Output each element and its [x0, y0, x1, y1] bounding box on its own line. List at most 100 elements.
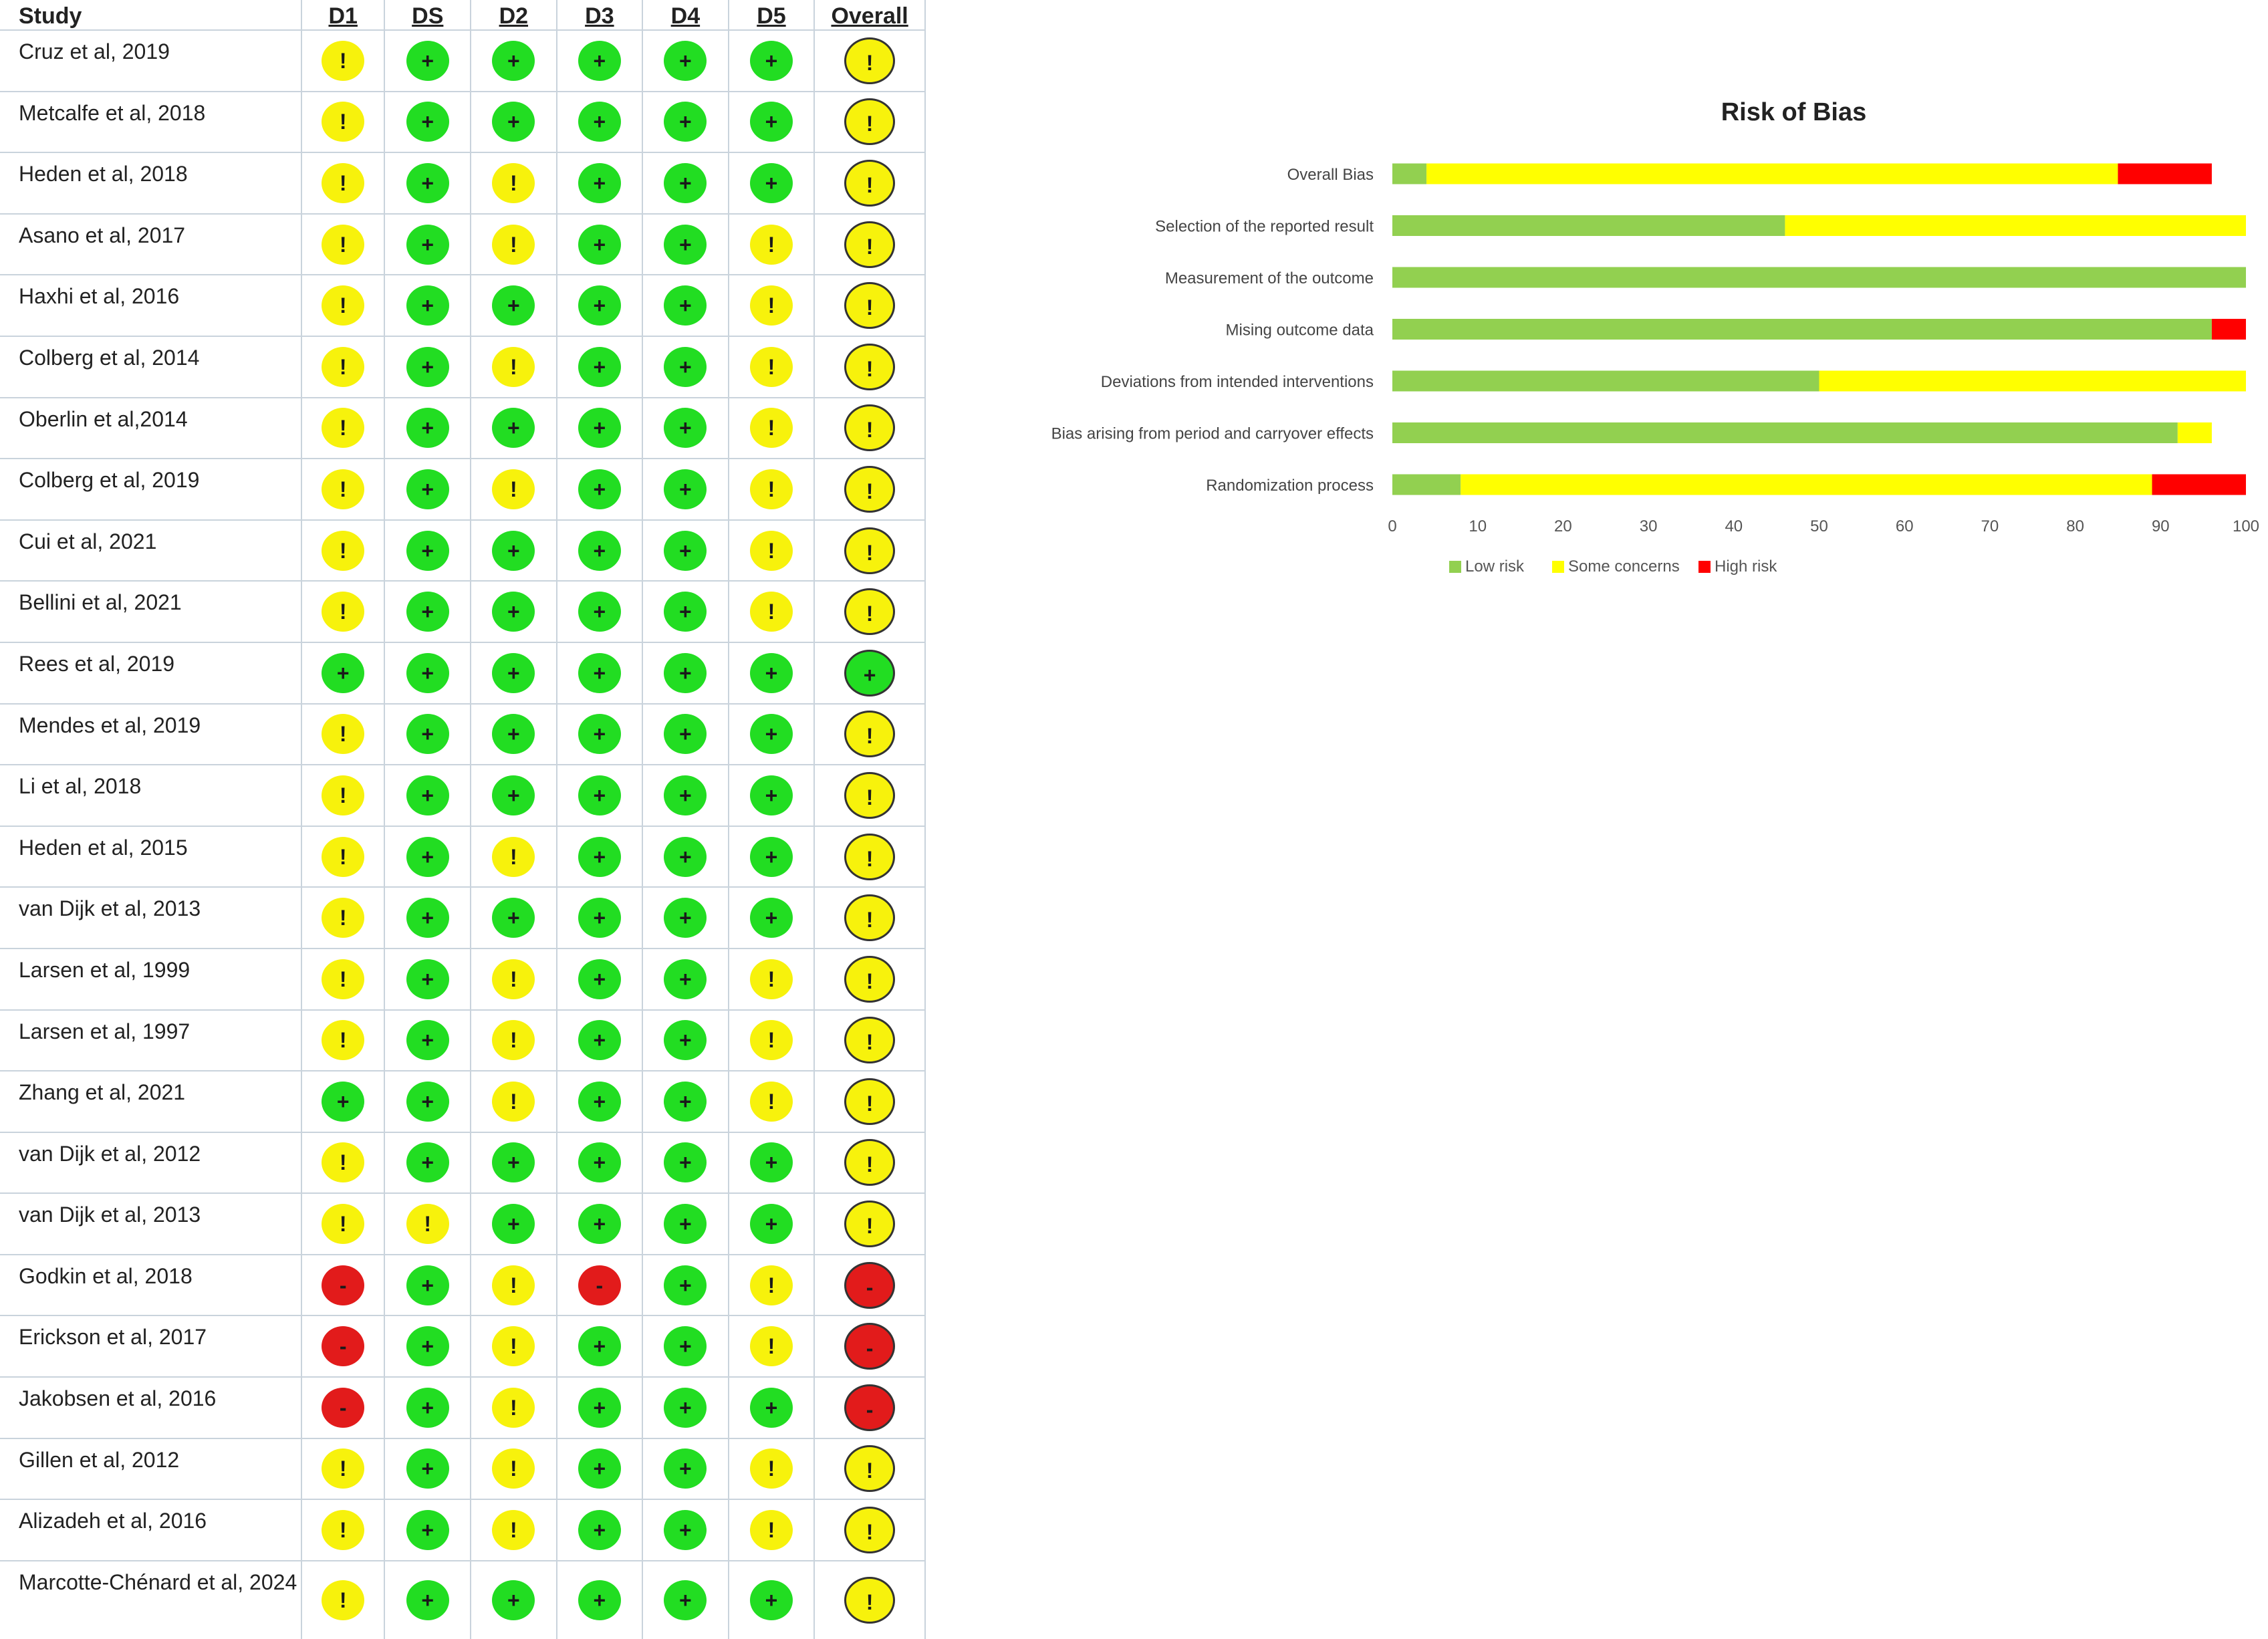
judgement-icon: + [664, 40, 707, 81]
bar-segment [1392, 370, 1819, 392]
bar-segment [1785, 215, 2246, 236]
judgement-icon: + [578, 836, 621, 877]
overall-judgement-icon: ! [844, 894, 896, 942]
judgement-icon: + [578, 285, 621, 326]
bar-segment [1392, 163, 1427, 184]
judgement-cell: + [384, 29, 472, 92]
judgement-icon: + [406, 408, 449, 449]
overall-judgement-icon: + [844, 649, 896, 697]
judgement-icon: + [406, 1081, 449, 1122]
judgement-icon: + [406, 898, 449, 938]
judgement-cell: ! [728, 1070, 815, 1132]
judgement-cell: + [556, 152, 644, 214]
judgement-cell: ! [814, 1131, 926, 1194]
judgement-icon: + [406, 1326, 449, 1367]
judgement-cell: + [728, 641, 815, 704]
judgement-icon: + [664, 346, 707, 387]
table-row: van Dijk et al, 2013! + + + + +! [0, 886, 926, 949]
judgement-cell: + [556, 641, 644, 704]
judgement-cell: + [556, 1192, 644, 1255]
judgement-cell: - [814, 1253, 926, 1316]
overall-judgement-icon: ! [844, 465, 896, 513]
judgement-cell: ! [301, 458, 386, 520]
table-row: Asano et al, 2017! +! + +!! [0, 213, 926, 275]
judgement-cell: ! [301, 152, 386, 214]
bar-segment [1392, 267, 2246, 288]
judgement-cell: + [471, 1192, 557, 1255]
judgement-cell: ! [814, 886, 926, 949]
judgement-cell: + [471, 1559, 557, 1639]
overall-judgement-icon: ! [844, 711, 896, 758]
header-ds: DS [384, 0, 472, 30]
overall-judgement-icon: ! [844, 98, 896, 146]
judgement-cell: + [728, 1376, 815, 1438]
judgement-icon: + [749, 1387, 793, 1428]
judgement-cell: ! [471, 152, 557, 214]
judgement-icon: + [406, 836, 449, 877]
judgement-icon: + [492, 1204, 535, 1245]
x-tick-label: 90 [2152, 517, 2170, 535]
judgement-cell: - [301, 1315, 386, 1378]
judgement-cell: ! [728, 1315, 815, 1378]
table-row: Alizadeh et al, 2016! +! + +!! [0, 1499, 926, 1561]
judgement-cell: + [384, 1376, 472, 1438]
x-tick-label: 60 [1896, 517, 1914, 535]
judgement-cell: + [814, 641, 926, 704]
overall-judgement-icon: ! [844, 527, 896, 574]
judgement-cell: + [384, 703, 472, 765]
judgement-icon: ! [749, 346, 793, 387]
table-row: van Dijk et al, 2013!! + + + +! [0, 1192, 926, 1255]
judgement-cell: ! [384, 1192, 472, 1255]
judgement-icon: + [664, 714, 707, 755]
judgement-cell: ! [728, 396, 815, 459]
judgement-icon: + [664, 1081, 707, 1122]
judgement-cell: + [384, 1253, 472, 1316]
judgement-icon: + [749, 898, 793, 938]
judgement-icon: ! [322, 1580, 365, 1620]
judgement-icon: + [492, 1580, 535, 1620]
judgement-cell: + [728, 825, 815, 888]
chart-title: Risk of Bias [1721, 98, 1867, 126]
judgement-cell: + [642, 1253, 729, 1316]
study-name: van Dijk et al, 2013 [0, 1192, 302, 1255]
judgement-icon: + [406, 1265, 449, 1305]
header-d2: D2 [471, 0, 557, 30]
judgement-icon: + [664, 1204, 707, 1245]
judgement-cell: + [556, 886, 644, 949]
x-tick-label: 40 [1725, 517, 1743, 535]
judgement-icon: + [749, 1142, 793, 1183]
judgement-cell: + [642, 213, 729, 275]
study-name: Metcalfe et al, 2018 [0, 90, 302, 153]
x-tick-label: 50 [1810, 517, 1828, 535]
study-name: Jakobsen et al, 2016 [0, 1376, 302, 1438]
judgement-cell: ! [728, 274, 815, 336]
judgement-cell: ! [471, 1437, 557, 1500]
judgement-icon: ! [322, 836, 365, 877]
judgement-icon: + [492, 530, 535, 571]
judgement-icon: ! [749, 1510, 793, 1551]
judgement-icon: + [492, 652, 535, 693]
judgement-cell: + [556, 1437, 644, 1500]
judgement-cell: ! [814, 152, 926, 214]
judgement-cell: + [384, 152, 472, 214]
x-tick-label: 70 [1981, 517, 1999, 535]
judgement-cell: ! [301, 213, 386, 275]
risk-of-bias-table: Study D1 DS D2 D3 D4 D5 Overall Cruz et … [0, 0, 926, 1639]
judgement-icon: ! [749, 1326, 793, 1367]
table-row: Gillen et al, 2012! +! + +!! [0, 1437, 926, 1500]
judgement-icon: + [406, 1142, 449, 1183]
judgement-icon: + [749, 1580, 793, 1620]
judgement-cell: + [642, 152, 729, 214]
bar-segment [2211, 319, 2246, 340]
judgement-cell: + [728, 703, 815, 765]
table-row: Metcalfe et al, 2018! + + + + +! [0, 90, 926, 153]
table-row: Haxhi et al, 2016! + + + +!! [0, 274, 926, 336]
judgement-cell: + [728, 29, 815, 92]
study-name: Colberg et al, 2019 [0, 458, 302, 520]
judgement-icon: + [664, 1020, 707, 1061]
judgement-icon: ! [749, 285, 793, 326]
judgement-cell: + [471, 1131, 557, 1194]
judgement-cell: + [642, 1070, 729, 1132]
judgement-cell: ! [814, 1499, 926, 1561]
judgement-cell: + [642, 825, 729, 888]
